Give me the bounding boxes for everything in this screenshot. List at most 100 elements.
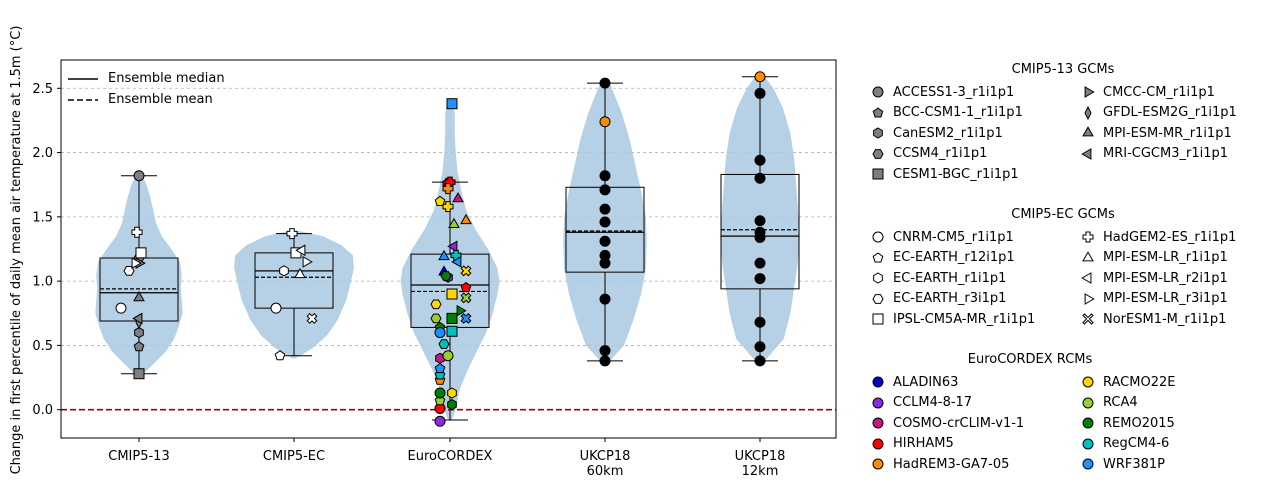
legend-entry-label: MRI-CGCM3_r1i1p1	[1103, 146, 1229, 162]
data-point	[279, 265, 289, 277]
data-point	[134, 326, 144, 339]
x-tick-label: 60km	[587, 464, 624, 479]
data-point	[754, 87, 766, 99]
legend-entry-cmip5-13: CCSM4_r1i1p1	[871, 144, 987, 164]
data-point	[460, 213, 472, 225]
legend-entry-cmip5-ec: EC-EARTH_r1i1p1	[871, 268, 1006, 288]
data-point	[599, 77, 611, 89]
legend-marker-icon	[1084, 105, 1092, 120]
violin-shape	[234, 231, 354, 359]
legend-marker-icon	[872, 168, 884, 180]
y-tick-label: 2.5	[32, 82, 53, 97]
legend-entry-eurocordex: RegCM4-6	[1081, 434, 1169, 454]
legend-entry-label: MPI-ESM-LR_r2i1p1	[1103, 270, 1228, 286]
legend-entry-cmip5-ec: MPI-ESM-LR_r1i1p1	[1081, 248, 1228, 268]
legend-entry-cmip5-13: MPI-ESM-MR_r1i1p1	[1081, 123, 1232, 143]
legend-marker-icon	[872, 148, 884, 159]
legend-entry-cmip5-13: ACCESS1-3_r1i1p1	[871, 82, 1014, 102]
data-point	[447, 398, 457, 411]
legend-title: CMIP5-13 GCMs	[1011, 62, 1115, 77]
data-point	[446, 98, 458, 110]
data-point	[133, 291, 145, 302]
legend-marker-icon	[1084, 292, 1095, 305]
data-point	[434, 362, 446, 374]
legend-entry-label: EC-EARTH_r3i1p1	[893, 291, 1007, 307]
legend-entry-label: CESM1-BGC_r1i1p1	[893, 166, 1019, 182]
data-point	[438, 339, 450, 349]
legend-marker-icon	[1082, 376, 1094, 388]
data-point	[754, 215, 766, 227]
legend-entry-label: IPSL-CM5A-MR_r1i1p1	[893, 311, 1036, 327]
data-point	[754, 316, 766, 328]
legend-entry-label: CNRM-CM5_r1i1p1	[893, 229, 1014, 245]
legend-entry-label: EC-EARTH_r1i1p1	[893, 270, 1007, 286]
line-legend: Ensemble median Ensemble mean	[68, 68, 225, 110]
y-tick-label: 0.5	[32, 339, 53, 354]
violin-shape	[400, 101, 500, 421]
legend-entry-label: MPI-ESM-LR_r3i1p1	[1103, 291, 1228, 307]
data-point	[440, 271, 452, 281]
data-point	[133, 368, 145, 380]
legend-entry-eurocordex: CCLM4-8-17	[871, 393, 972, 413]
data-point	[274, 350, 286, 361]
plot-frame	[60, 59, 837, 439]
data-point	[438, 249, 450, 261]
legend-entry-cmip5-ec: MPI-ESM-LR_r2i1p1	[1081, 268, 1228, 288]
legend-entry-label: COSMO-crCLIM-v1-1	[893, 415, 1025, 431]
legend-marker-icon	[872, 293, 884, 304]
legend-entry-label: RCA4	[1103, 395, 1138, 411]
data-point	[135, 247, 147, 259]
data-point	[442, 350, 454, 362]
data-point	[448, 217, 460, 228]
legend-entry-label: HIRHAM5	[893, 436, 954, 452]
legend-entry-cmip5-13: MRI-CGCM3_r1i1p1	[1081, 144, 1228, 164]
legend-marker-icon	[872, 313, 884, 325]
legend-marker-icon	[872, 376, 884, 388]
legend-entry-cmip5-13: GFDL-ESM2G_r1i1p1	[1081, 103, 1237, 123]
legend-marker-icon	[1082, 417, 1094, 429]
legend-entry-eurocordex: RACMO22E	[1081, 372, 1175, 392]
x-tick-label: CMIP5-EC	[263, 449, 325, 464]
data-point	[430, 299, 442, 310]
legend-marker-icon	[873, 272, 883, 284]
violin-shape	[95, 173, 183, 377]
legend-entry-label: CCSM4_r1i1p1	[893, 146, 988, 162]
legend-marker-icon	[872, 417, 884, 429]
data-point	[294, 267, 306, 279]
legend-entry-label: GFDL-ESM2G_r1i1p1	[1103, 105, 1237, 121]
legend-entry-eurocordex: REMO2015	[1081, 413, 1175, 433]
data-point	[754, 355, 766, 367]
data-point	[599, 355, 611, 367]
legend-entry-label: RegCM4-6	[1103, 436, 1170, 452]
legend-mean-entry: Ensemble mean	[68, 89, 225, 110]
data-point	[754, 231, 766, 243]
data-point	[451, 255, 462, 268]
data-point	[456, 304, 467, 317]
legend-entry-label: REMO2015	[1103, 415, 1175, 431]
legend-title: EuroCORDEX RCMs	[967, 352, 1093, 367]
y-tick-label: 1.0	[32, 275, 53, 290]
legend-entry-cmip5-ec: CNRM-CM5_r1i1p1	[871, 227, 1014, 247]
legend-entry-cmip5-ec: HadGEM2-ES_r1i1p1	[1081, 227, 1236, 247]
legend-marker-icon	[872, 231, 884, 243]
data-point	[754, 172, 766, 184]
data-point	[599, 216, 611, 228]
data-point	[133, 170, 145, 182]
data-point	[754, 71, 766, 83]
legend-entry-cmip5-13: CMCC-CM_r1i1p1	[1081, 82, 1215, 102]
data-point	[599, 293, 611, 305]
legend-entry-cmip5-ec: IPSL-CM5A-MR_r1i1p1	[871, 309, 1035, 329]
data-point	[452, 192, 464, 203]
data-point	[286, 228, 298, 240]
data-point	[446, 288, 458, 300]
data-point	[599, 116, 611, 128]
legend-entry-label: CMCC-CM_r1i1p1	[1103, 84, 1215, 100]
legend-entry-eurocordex: HIRHAM5	[871, 434, 954, 454]
chart-plot-area: 0.0 0.5 1.0 1.5 2.0 2.5 CMIP5-13 CMIP5-EC EuroCO…	[9, 26, 837, 479]
data-point	[434, 327, 446, 339]
data-point	[460, 312, 472, 324]
data-point	[123, 266, 135, 276]
legend-entry-label: BCC-CSM1-1_r1i1p1	[893, 105, 1023, 121]
x-tick-label: 12km	[742, 464, 779, 479]
data-point	[447, 387, 457, 399]
